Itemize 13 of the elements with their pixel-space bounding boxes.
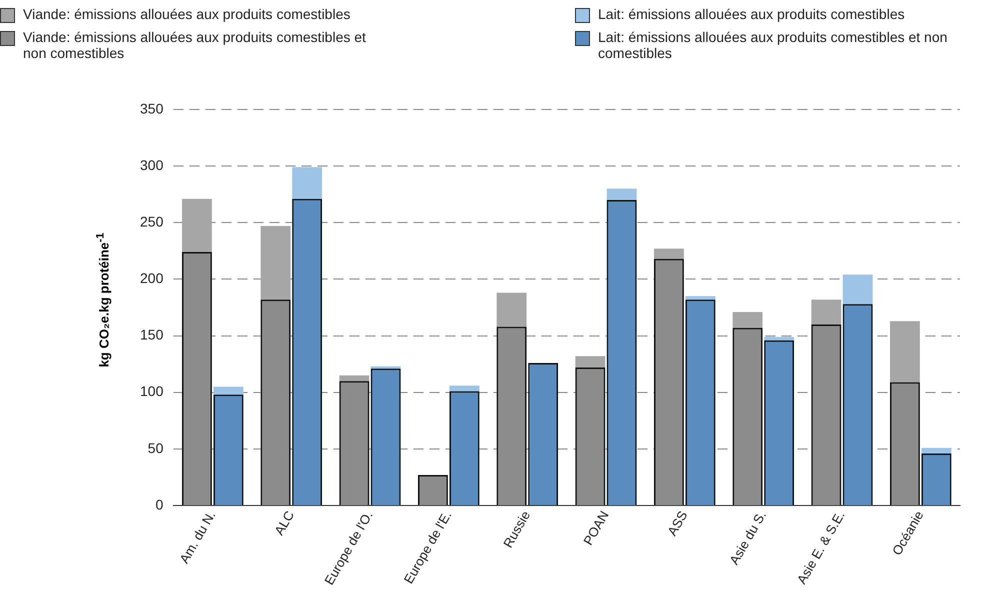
y-tick-label: 250 — [140, 213, 164, 230]
y-tick-label: 0 — [156, 496, 164, 512]
y-tick-label: 50 — [148, 440, 164, 456]
legend-label: Lait: émissions allouées aux produits comestibles et non comestibles — [598, 29, 948, 61]
y-tick-label: 300 — [140, 156, 164, 173]
x-tick-label: Am. du N. — [176, 508, 218, 566]
legend-label: Viande: émissions allouées aux produits comestibles — [23, 6, 350, 22]
y-tick-label: 200 — [140, 270, 164, 286]
y-tick-label: 350 — [140, 100, 164, 116]
legend-label: Viande: émissions allouées aux produits comestibles et non comestibles — [23, 29, 367, 61]
y-tick-label: 100 — [140, 383, 164, 400]
legend-label: Lait: émissions allouées aux produits comestibles — [598, 6, 905, 22]
y-tick-label: 150 — [140, 326, 164, 343]
